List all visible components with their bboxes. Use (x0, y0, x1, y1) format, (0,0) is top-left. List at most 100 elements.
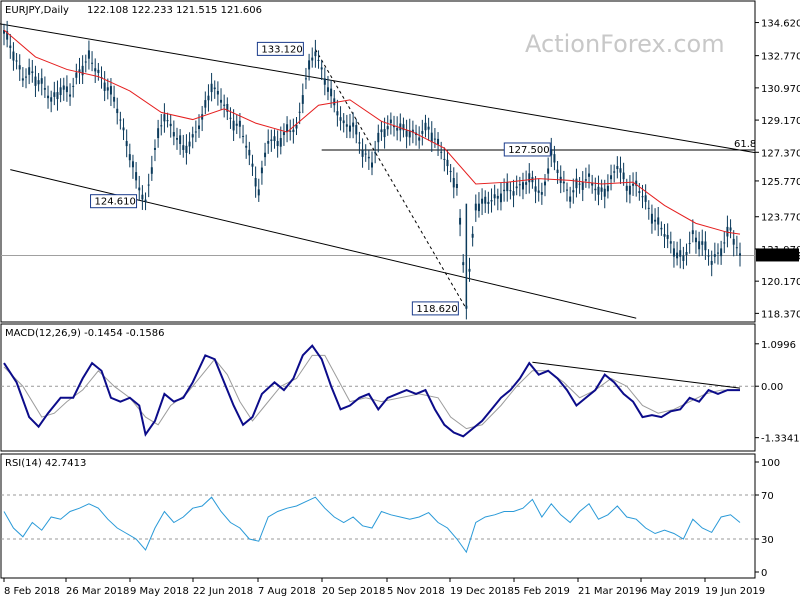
candle-body (87, 50, 90, 59)
candle-body (493, 194, 496, 199)
price-label-box (503, 142, 551, 157)
candle-body (194, 131, 197, 133)
rsi-layer (3, 496, 741, 554)
macd-y-tick-label: -1.3341 (761, 434, 800, 445)
dashed-retracement-line (314, 49, 467, 310)
candle-body (540, 192, 543, 195)
price-y-tick-label: 130.970 (761, 84, 800, 95)
price-y-tick-label: 125.770 (761, 177, 800, 188)
candle-body (18, 65, 21, 70)
candle-body (150, 167, 153, 174)
candle-body (81, 65, 84, 76)
candle-body (182, 145, 185, 150)
channel-upper-line (0, 23, 756, 154)
candle-body (273, 136, 276, 142)
candle-body (694, 237, 697, 243)
candle-body (462, 262, 465, 266)
candle-body (267, 141, 270, 144)
candle-body (676, 252, 679, 259)
candle-body (179, 135, 182, 145)
rsi-y-tick-label: 100 (761, 458, 780, 469)
candle-body (424, 122, 427, 131)
candle-body (389, 119, 392, 124)
rsi-title: RSI(14) 42.7413 (5, 458, 86, 469)
candle-body (572, 190, 575, 193)
candle-body (499, 193, 502, 203)
candle-body (210, 83, 213, 93)
candle-body (720, 248, 723, 257)
candle-body (191, 134, 194, 138)
candle-body (628, 185, 631, 195)
candle-body (471, 233, 474, 238)
candle-body (72, 85, 75, 87)
candle-body (311, 57, 314, 61)
candle-body (50, 97, 53, 102)
candle-body (216, 90, 219, 95)
candle-body (358, 142, 361, 144)
x-tick-label: 22 Jun 2018 (193, 586, 253, 597)
candle-body (94, 68, 97, 72)
candle-body (682, 255, 685, 261)
candle-body (433, 138, 436, 140)
candle-body (569, 196, 572, 202)
candle-body (138, 187, 141, 191)
candle-body (701, 241, 704, 245)
candle-body (157, 128, 160, 139)
candle-body (34, 76, 37, 86)
current-price-box (756, 248, 799, 262)
candle-body (377, 132, 380, 143)
candle-body (654, 219, 657, 222)
fib-level-label: 61.8 (734, 139, 756, 150)
candle-body (393, 125, 396, 128)
price-label-text: 133.120 (261, 44, 302, 55)
candle-body (367, 156, 370, 159)
candle-body (610, 175, 613, 180)
candle-body (12, 51, 15, 61)
candle-body (292, 129, 295, 133)
candle-body (97, 69, 100, 74)
candle-body (339, 117, 342, 121)
candle-body (355, 125, 358, 135)
candle-body (474, 203, 477, 211)
candle-body (713, 254, 716, 257)
candle-body (666, 234, 669, 239)
candle-body (537, 190, 540, 193)
candle-body (235, 123, 238, 126)
candle-body (113, 96, 116, 102)
grid-layer (1, 254, 755, 540)
candle-body (25, 76, 28, 78)
candle-body (660, 227, 663, 230)
candle-body (547, 168, 550, 174)
candle-body (166, 120, 169, 122)
candle-body (348, 125, 351, 132)
rsi-line (3, 496, 741, 554)
candle-body (672, 248, 675, 257)
candle-body (163, 114, 166, 122)
price-y-tick-label: 129.170 (761, 116, 800, 127)
candle-body (147, 184, 150, 186)
candle-body (232, 120, 235, 131)
candle-body (386, 126, 389, 130)
candle-body (37, 80, 40, 85)
candle-body (430, 132, 433, 143)
candle-body (248, 149, 251, 156)
candle-body (128, 154, 131, 161)
candle-body (657, 217, 660, 225)
candle-body (440, 151, 443, 153)
candle-body (509, 190, 512, 192)
candle-body (282, 132, 285, 136)
candle-body (257, 189, 260, 196)
candle-body (204, 100, 207, 108)
candle-body (506, 181, 509, 192)
candle-body (106, 87, 109, 91)
x-tick-label: 20 Sep 2018 (322, 586, 385, 597)
candle-body (9, 45, 12, 48)
rsi-panel-frame (0, 453, 756, 579)
candle-body (518, 184, 521, 186)
candle-body (707, 255, 710, 257)
candle-body (622, 172, 625, 180)
candle-body (669, 241, 672, 244)
candle-body (21, 78, 24, 81)
candle-body (525, 182, 528, 185)
macd-trendline (532, 361, 741, 389)
